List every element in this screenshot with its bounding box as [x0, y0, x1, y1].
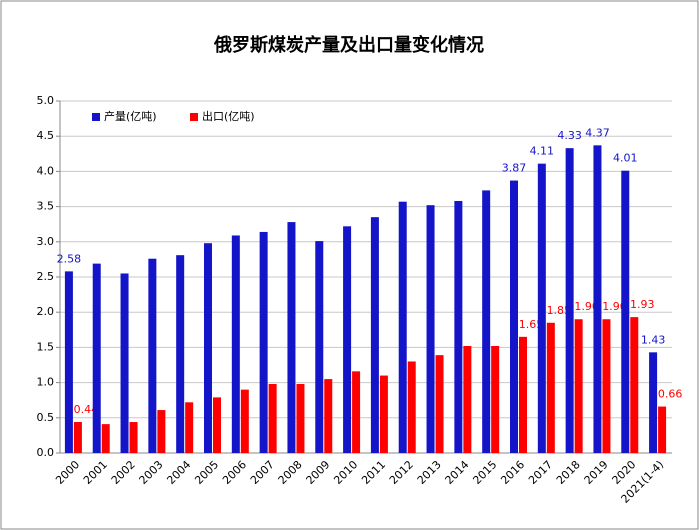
data-label: 0.66 [658, 388, 683, 401]
bar [546, 322, 555, 453]
bar [101, 424, 110, 453]
bar [148, 258, 157, 453]
bar [343, 226, 352, 453]
data-label: 1.65 [519, 318, 544, 331]
bar [231, 235, 240, 453]
bar [426, 205, 435, 453]
data-label: 2.58 [57, 252, 82, 265]
bar [519, 336, 527, 453]
chart-title: 俄罗斯煤炭产量及出口量变化情况 [213, 34, 484, 56]
bar [324, 379, 333, 453]
data-label: 4.01 [613, 152, 638, 165]
bar [157, 410, 166, 453]
bar [537, 163, 546, 453]
bar [92, 263, 101, 453]
y-tick-label: 2.0 [37, 305, 55, 318]
legend-label: 出口(亿吨) [202, 109, 255, 123]
bar [370, 217, 379, 453]
bar [240, 389, 249, 453]
bar [398, 201, 407, 453]
bar [259, 231, 268, 453]
legend-label: 产量(亿吨) [104, 109, 157, 123]
y-tick-label: 4.5 [37, 129, 55, 142]
bar [574, 319, 583, 453]
bar [185, 402, 194, 453]
bar [287, 222, 296, 453]
bar [463, 345, 472, 453]
bar [491, 345, 500, 453]
y-tick-label: 1.5 [37, 340, 55, 353]
y-tick-label: 1.0 [37, 376, 55, 389]
data-label: 4.11 [530, 145, 555, 158]
bar [204, 243, 212, 453]
bar [407, 361, 416, 453]
y-tick-label: 5.0 [37, 94, 55, 107]
bar [482, 190, 491, 453]
bar [73, 422, 82, 453]
data-label: 4.33 [557, 129, 582, 142]
y-tick-label: 3.0 [37, 235, 55, 248]
bar [176, 255, 185, 453]
bar [593, 145, 602, 454]
bar [565, 148, 574, 453]
bar [621, 170, 630, 454]
y-tick-label: 0.5 [37, 411, 55, 424]
bar [454, 200, 463, 453]
bar [120, 273, 129, 453]
bar [630, 317, 639, 453]
bar [129, 422, 138, 453]
bar [315, 241, 324, 453]
data-label: 1.90 [602, 300, 627, 313]
bar [649, 352, 658, 453]
data-label: 1.43 [641, 333, 666, 346]
bar [602, 319, 611, 453]
data-label: 3.87 [502, 162, 527, 175]
data-label: 1.93 [630, 298, 655, 311]
bar [379, 375, 388, 453]
y-tick-label: 0.0 [37, 446, 55, 459]
data-label: 1.85 [547, 304, 572, 317]
data-label: 4.37 [585, 126, 610, 139]
y-tick-label: 4.0 [37, 164, 55, 177]
legend-swatch [190, 113, 198, 121]
bar [64, 271, 73, 453]
bar [268, 384, 277, 453]
bar [352, 371, 361, 453]
bar [510, 180, 518, 453]
data-label: 1.90 [574, 300, 599, 313]
y-tick-label: 3.5 [37, 200, 55, 213]
legend-swatch [92, 113, 100, 121]
bar [435, 355, 444, 453]
bar [658, 406, 667, 453]
bar [213, 397, 221, 453]
y-tick-label: 2.5 [37, 270, 55, 283]
data-label: 0.44 [74, 403, 99, 416]
bar [296, 384, 305, 453]
